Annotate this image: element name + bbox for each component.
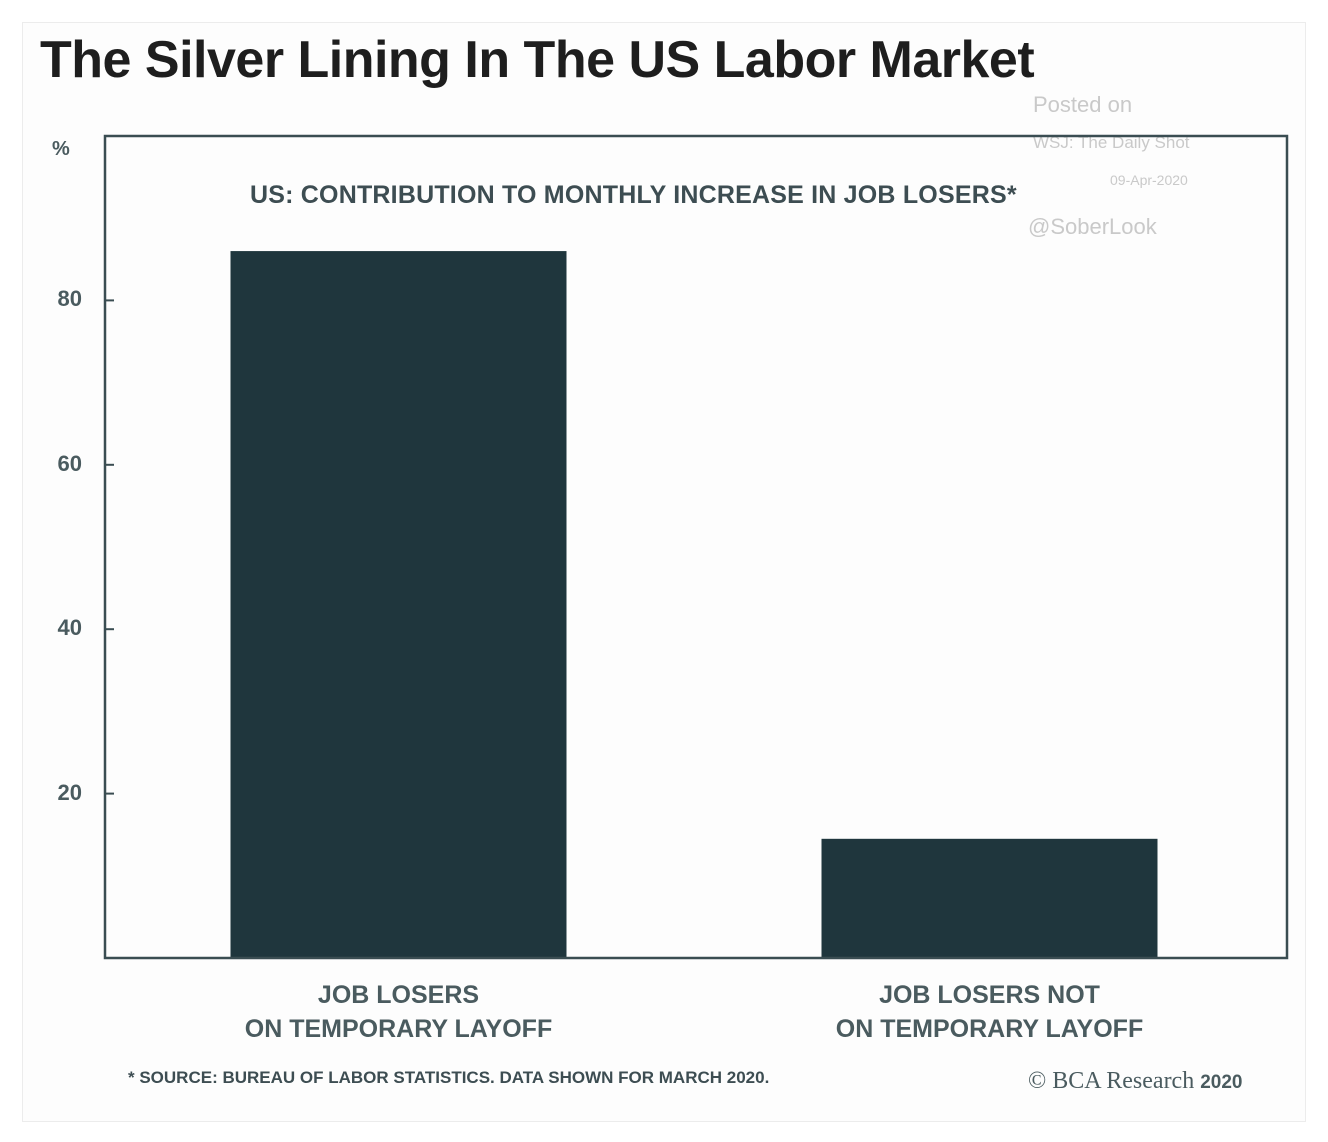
y-tick-label: 40 xyxy=(57,615,82,641)
watermark-date: 09-Apr-2020 xyxy=(1110,172,1188,188)
watermark-handle: @SoberLook xyxy=(1028,214,1157,239)
chart-title: US: CONTRIBUTION TO MONTHLY INCREASE IN … xyxy=(250,181,1017,209)
x-category-label-line: JOB LOSERS NOT xyxy=(879,981,1100,1009)
bar-1 xyxy=(230,251,567,958)
watermark-posted-on: Posted on xyxy=(1033,92,1133,117)
y-tick-label: 80 xyxy=(57,286,82,312)
plot-frame xyxy=(103,134,1289,960)
x-category-label: JOB LOSERS ON TEMPORARY LAYOFF xyxy=(189,978,609,1046)
y-tick-label: 60 xyxy=(57,450,82,476)
x-category-label-line: ON TEMPORARY LAYOFF xyxy=(835,1015,1144,1043)
page-title: The Silver Lining In The US Labor Market xyxy=(40,31,1035,89)
x-category-label: JOB LOSERS NOT ON TEMPORARY LAYOFF xyxy=(780,978,1200,1046)
y-axis-unit: % xyxy=(52,138,70,160)
watermark-source: WSJ: The Daily Shot xyxy=(1033,133,1190,152)
brand-credit: © BCA Research 2020 xyxy=(1028,1068,1243,1095)
bar-2 xyxy=(821,838,1158,958)
x-category-label-line: ON TEMPORARY LAYOFF xyxy=(244,1015,553,1043)
y-tick-label: 20 xyxy=(57,779,82,805)
brand-year: 2020 xyxy=(1200,1072,1243,1093)
source-note: * SOURCE: BUREAU OF LABOR STATISTICS. DA… xyxy=(128,1068,770,1087)
x-category-label-line: JOB LOSERS xyxy=(317,981,480,1009)
brand-name: © BCA Research xyxy=(1028,1068,1195,1094)
